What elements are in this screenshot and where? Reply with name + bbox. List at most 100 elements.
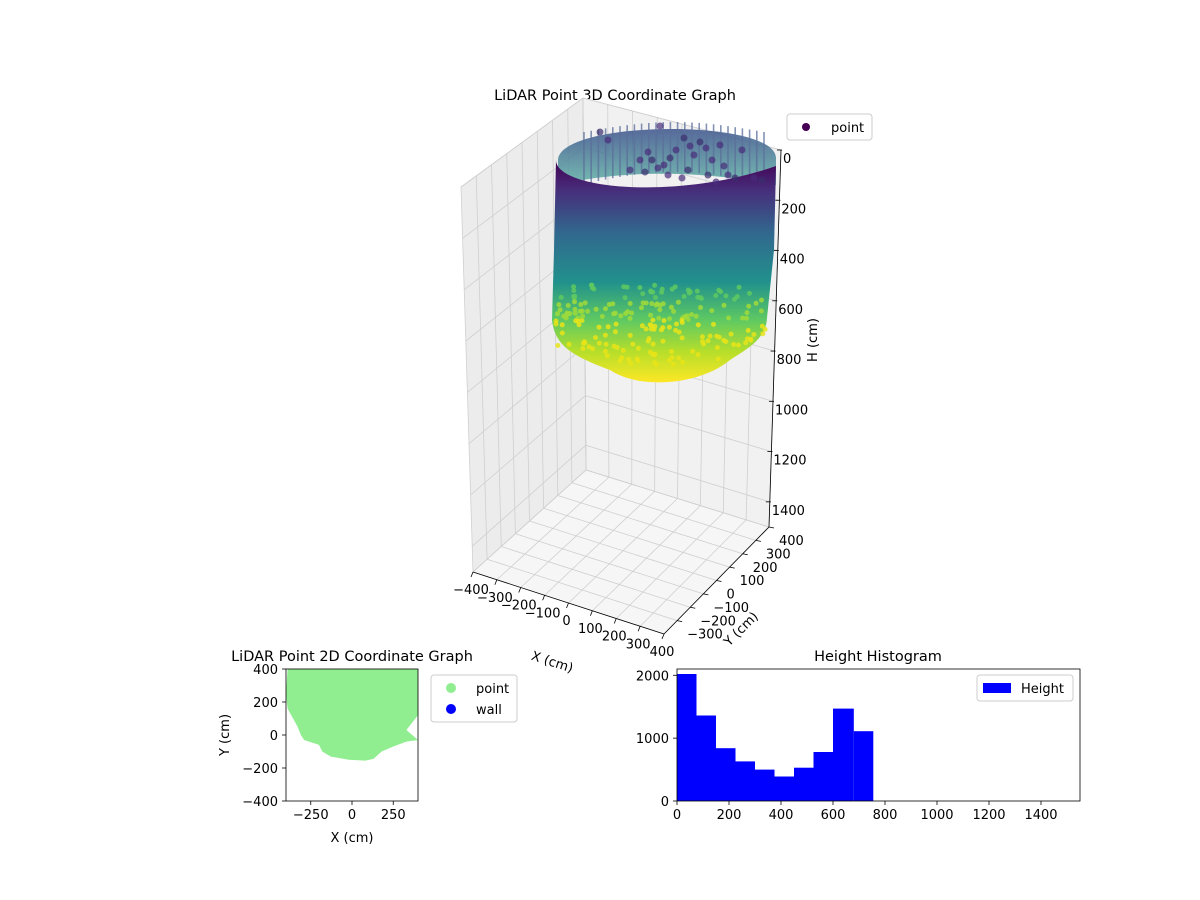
x-tick-3d-1 (494, 579, 498, 585)
surface-point-68 (656, 315, 662, 321)
top-point-0 (596, 128, 604, 136)
histogram-legend-swatch (983, 683, 1011, 693)
chart-2d-title: LiDAR Point 2D Coordinate Graph (231, 649, 473, 665)
x-tick-label-hist-0: 0 (673, 808, 681, 823)
z-tick-label-3d-3: 600 (778, 303, 803, 318)
surface-point-80 (667, 316, 672, 322)
surface-point-75 (571, 288, 577, 293)
surface-point-17 (649, 301, 655, 307)
surface-point-146 (634, 356, 640, 362)
surface-point-45 (555, 311, 560, 317)
chart-3d-title: LiDAR Point 3D Coordinate Graph (494, 88, 736, 104)
y-tick-label-3d-1: −200 (700, 614, 736, 629)
histogram-bar-1 (696, 715, 716, 801)
y-tick-3d-6 (755, 539, 761, 542)
x-tick-label-3d-1: −300 (477, 591, 513, 606)
top-point-15 (684, 166, 692, 174)
surface-point-109 (627, 315, 633, 321)
cylinder-outer-wall (552, 160, 776, 383)
surface-point-125 (602, 332, 608, 338)
grid-floor-y-5 (557, 495, 743, 555)
histogram-legend: Height (976, 674, 1074, 702)
z-ticks-3d: 0 200 400 600 800 1000 1200 1400 (765, 149, 808, 519)
surface-point-50 (580, 346, 586, 351)
surface-point-30 (758, 308, 764, 314)
surface-point-20 (629, 310, 635, 316)
surface-point-18 (671, 308, 677, 314)
histogram-bar-8 (833, 708, 854, 801)
surface-point-67 (640, 291, 646, 297)
histogram-bar-4 (755, 769, 775, 801)
surface-point-184 (571, 294, 577, 299)
surface-point-55 (602, 348, 608, 354)
grid-left-h-0 (460, 97, 584, 188)
surface-point-22 (604, 353, 610, 359)
y-tick-label-3d-2: −100 (713, 601, 749, 616)
x-tick-label-3d-7: 300 (626, 637, 651, 652)
surface-point-53 (705, 338, 711, 344)
surface-point-100 (596, 324, 602, 330)
surface-point-122 (668, 304, 674, 310)
top-point-22 (738, 146, 746, 154)
top-point-29 (678, 174, 686, 182)
surface-point-72 (707, 333, 713, 339)
surface-point-105 (603, 341, 609, 347)
surface-point-173 (685, 287, 691, 293)
surface-point-176 (681, 294, 687, 299)
x-tick-label-hist-6: 1200 (972, 808, 1005, 823)
surface-point-212 (618, 313, 624, 319)
surface-point-152 (564, 310, 570, 316)
top-point-28 (664, 171, 672, 179)
chart-3d: LiDAR Point 3D Coordinate Graph −400−300… (453, 88, 873, 676)
x-tick-label-hist-2: 400 (769, 808, 794, 823)
cylinder-texture (553, 282, 768, 367)
surface-point-103 (561, 313, 567, 319)
chart-2d-ylabel: Y (cm) (218, 714, 233, 757)
surface-point-183 (572, 310, 578, 316)
y-tick-3d-7 (768, 526, 775, 529)
chart-2d-y-ticks: −400 −200 0 200 400 (242, 663, 286, 810)
top-point-26 (626, 166, 634, 174)
surface-point-203 (553, 318, 559, 324)
y-tick-label-3d-5: 200 (753, 561, 778, 576)
top-scatter-points (596, 122, 766, 186)
y-tick-label-3d-6: 300 (766, 547, 791, 562)
surface-point-82 (695, 322, 701, 328)
histogram-bar-7 (813, 752, 833, 801)
surface-point-181 (660, 325, 666, 331)
top-point-21 (731, 174, 739, 182)
surface-point-1 (578, 302, 584, 307)
z-tick-label-3d-1: 200 (781, 202, 806, 217)
grid-left-vert-0 (475, 175, 488, 560)
top-point-14 (708, 156, 716, 164)
z-tick-label-3d-6: 1200 (773, 454, 806, 469)
grid-floor-y-2 (515, 533, 704, 595)
chart-2d-x-ticks: −250 0 250 (293, 801, 406, 823)
y-tick-label-2d-2: 0 (270, 729, 278, 744)
top-point-10 (686, 142, 694, 150)
surface-point-35 (713, 293, 719, 298)
top-point-17 (720, 162, 728, 170)
histogram-bar-5 (774, 776, 794, 801)
x-tick-label-3d-8: 400 (650, 645, 675, 660)
surface-point-159 (675, 299, 681, 305)
y-tick-3d-4 (729, 566, 735, 569)
point-cloud-3d (552, 122, 776, 383)
surface-point-182 (667, 357, 672, 363)
y-tick-3d-1 (690, 606, 696, 609)
top-point-4 (654, 164, 662, 172)
z-tick-label-3d-7: 1400 (772, 504, 805, 519)
surface-point-218 (627, 332, 633, 338)
surface-point-208 (645, 338, 651, 344)
z-tick-label-3d-4: 800 (777, 353, 802, 368)
grid-floor-y-4 (543, 507, 730, 568)
surface-point-170 (735, 342, 741, 348)
x-tick-label-3d-4: 0 (562, 614, 570, 629)
surface-point-49 (679, 320, 685, 325)
surface-point-186 (577, 308, 583, 314)
surface-point-198 (721, 337, 727, 343)
surface-point-138 (760, 331, 766, 337)
top-point-11 (690, 151, 698, 159)
